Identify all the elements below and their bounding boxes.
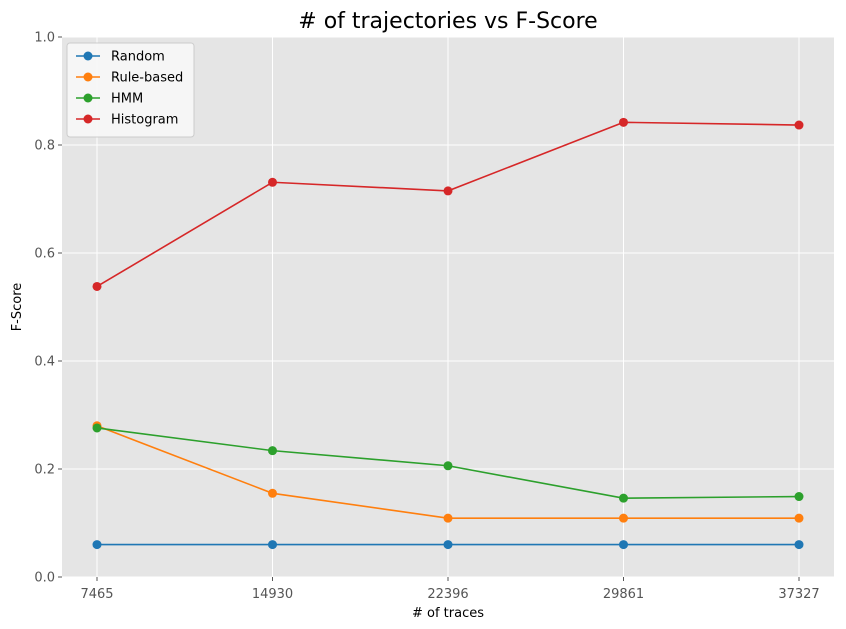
series-lines — [92, 117, 804, 550]
series-hmm — [92, 423, 804, 503]
legend-label: HMM — [111, 92, 143, 107]
y-tick-label: 0.8 — [34, 139, 55, 154]
x-tick-label: 29861 — [603, 587, 644, 602]
data-point-hmm — [92, 423, 102, 433]
legend-item-random: Random — [76, 50, 165, 65]
y-tick-label: 0.6 — [34, 247, 55, 262]
y-tick-label: 1.0 — [34, 31, 55, 46]
data-point-hmm — [443, 461, 453, 471]
legend-label: Rule-based — [111, 71, 183, 86]
x-tick-label: 7465 — [80, 587, 113, 602]
series-histogram — [92, 117, 804, 291]
legend-label: Histogram — [111, 113, 178, 128]
data-point-random — [794, 540, 804, 550]
series-rule-based — [92, 421, 804, 523]
data-point-histogram — [92, 281, 102, 291]
legend-swatch-marker — [83, 93, 93, 103]
data-point-rule-based — [268, 488, 277, 498]
data-point-hmm — [794, 492, 804, 502]
data-point-random — [619, 540, 628, 550]
x-tick-label: 14930 — [252, 587, 293, 602]
data-point-hmm — [268, 446, 277, 456]
chart-title: # of trajectories vs F-Score — [298, 9, 597, 34]
data-point-histogram — [443, 186, 453, 196]
legend-label: Random — [111, 50, 165, 65]
legend-swatch-marker — [83, 114, 93, 124]
data-point-rule-based — [619, 513, 628, 523]
legend-item-hmm: HMM — [76, 92, 143, 107]
y-tick-label: 0.2 — [34, 463, 55, 478]
y-axis-label: F-Score — [10, 283, 25, 332]
legend-swatch-marker — [83, 72, 93, 82]
x-tick-label: 22396 — [427, 587, 468, 602]
x-axis-label: # of traces — [412, 606, 484, 621]
data-point-random — [92, 540, 102, 550]
data-point-rule-based — [443, 513, 453, 523]
legend-box — [66, 42, 195, 138]
data-point-histogram — [268, 177, 277, 187]
legend-item-histogram: Histogram — [76, 113, 178, 128]
data-point-histogram — [619, 117, 628, 127]
legend-swatch-marker — [83, 51, 93, 61]
data-point-random — [443, 540, 453, 550]
legend-item-rule-based: Rule-based — [76, 71, 183, 86]
series-random — [92, 540, 804, 550]
x-tick-label: 37327 — [778, 587, 819, 602]
legend: Random Rule-based HMM Histogram — [66, 42, 195, 138]
data-point-hmm — [619, 493, 628, 503]
axis-ticks: 0.0 0.2 0.4 0.6 0.8 1.0 7465 14930 22396 29861 373… — [34, 31, 819, 603]
data-point-rule-based — [794, 513, 804, 523]
y-tick-label: 0.4 — [34, 355, 55, 370]
data-point-histogram — [794, 120, 804, 130]
y-tick-label: 0.0 — [34, 571, 55, 586]
data-point-random — [268, 540, 277, 550]
